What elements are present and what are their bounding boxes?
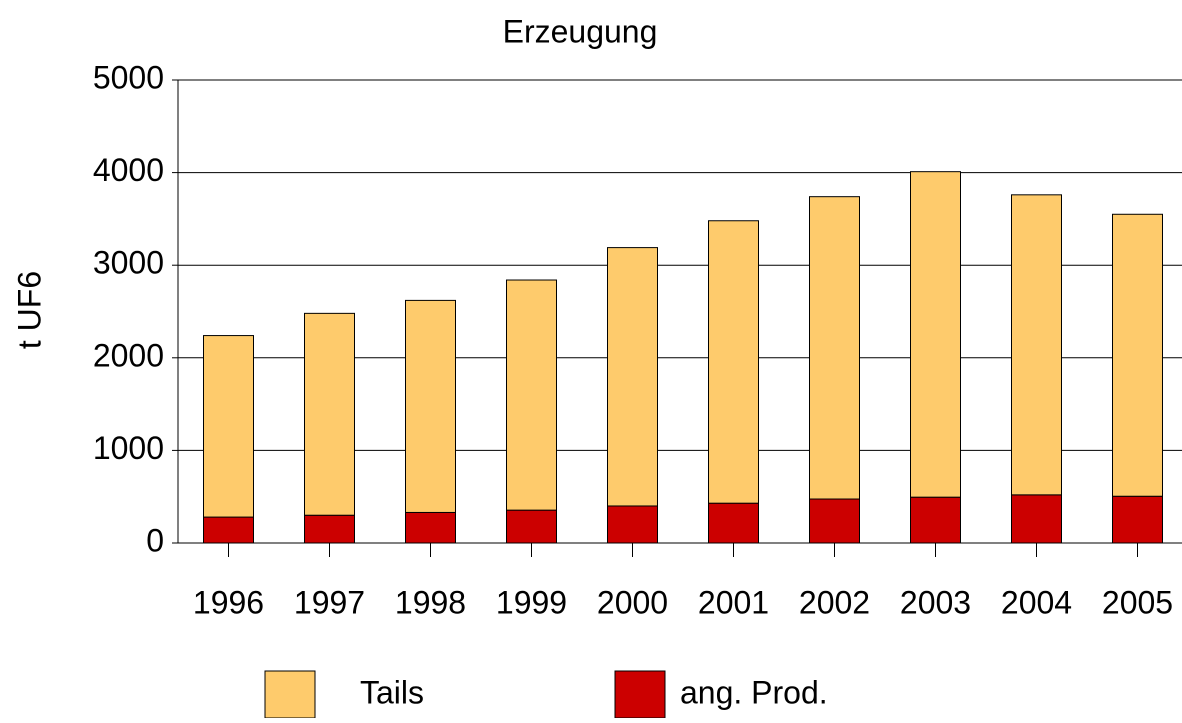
legend-swatch <box>264 670 316 719</box>
bar-segment <box>708 502 759 544</box>
bar-segment <box>203 335 254 518</box>
bar-segment <box>304 514 355 544</box>
bar-segment <box>405 511 456 544</box>
y-axis-label: t UF6 <box>11 271 47 349</box>
x-tick-label: 2001 <box>698 584 769 620</box>
bar-segment <box>203 516 254 544</box>
bar-segment <box>1011 494 1062 544</box>
y-tick-label: 5000 <box>93 59 164 95</box>
y-tick-label: 4000 <box>93 152 164 188</box>
bar-segment <box>910 171 961 498</box>
y-tick-label: 3000 <box>93 245 164 281</box>
x-tick-label: 2004 <box>1001 584 1072 620</box>
bar-segment <box>708 220 759 504</box>
bar-segment <box>405 299 456 513</box>
y-tick-label: 2000 <box>93 337 164 373</box>
legend-label: Tails <box>360 674 424 710</box>
x-tick-label: 1999 <box>496 584 567 620</box>
bar-segment <box>809 498 860 544</box>
legend-swatch <box>614 670 666 719</box>
bar-segment <box>1011 194 1062 496</box>
chart-title: Erzeugung <box>503 13 658 49</box>
bar-segment <box>910 496 961 544</box>
x-tick-label: 1997 <box>294 584 365 620</box>
x-tick-label: 2002 <box>799 584 870 620</box>
y-tick-label: 1000 <box>93 430 164 466</box>
bar-segment <box>1112 213 1163 497</box>
x-tick-label: 2003 <box>900 584 971 620</box>
bar-segment <box>607 505 658 544</box>
x-tick-label: 1996 <box>193 584 264 620</box>
bar-segment <box>506 279 557 511</box>
x-tick-label: 1998 <box>395 584 466 620</box>
bar-segment <box>1112 495 1163 544</box>
x-tick-label: 2000 <box>597 584 668 620</box>
bar-segment <box>304 312 355 516</box>
legend-label: ang. Prod. <box>680 674 828 710</box>
bar-segment <box>809 196 860 500</box>
bar-segment <box>607 247 658 507</box>
x-tick-label: 2005 <box>1102 584 1173 620</box>
bar-segment <box>506 509 557 544</box>
y-tick-label: 0 <box>146 522 164 558</box>
